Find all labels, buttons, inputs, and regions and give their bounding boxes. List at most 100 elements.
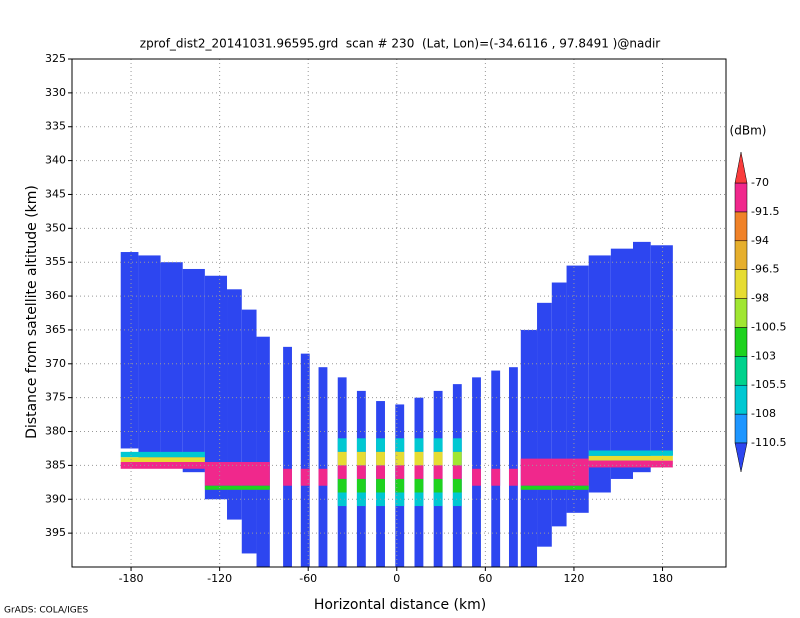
colorbar-box xyxy=(734,182,748,213)
cell xyxy=(414,465,424,479)
cell xyxy=(433,465,443,479)
cell xyxy=(433,478,443,493)
colorbar-box xyxy=(734,269,748,299)
cell xyxy=(414,478,424,493)
cell xyxy=(452,492,462,507)
colorbar-under xyxy=(734,442,748,473)
x-tick-label: -120 xyxy=(207,572,232,585)
x-tick-label: -60 xyxy=(299,572,317,585)
cell xyxy=(376,478,385,493)
colorbar-over xyxy=(734,151,748,184)
cell xyxy=(472,468,481,486)
cells xyxy=(120,241,673,567)
plot-frame xyxy=(71,58,727,568)
x-tick-label: -180 xyxy=(119,572,144,585)
x-axis-label: Horizontal distance (km) xyxy=(314,597,486,613)
cell xyxy=(337,492,347,507)
colorbar-tick-label: -103 xyxy=(751,349,776,362)
cell xyxy=(520,458,589,486)
cell xyxy=(588,450,673,456)
colorbar-tick-label: -110.5 xyxy=(751,436,786,449)
colorbar-tick-label: -98 xyxy=(751,292,769,305)
cell xyxy=(452,465,462,479)
cell xyxy=(414,492,424,507)
cell xyxy=(300,353,310,567)
y-tick-label: 385 xyxy=(45,458,66,471)
cell xyxy=(120,457,205,463)
cell xyxy=(414,451,424,466)
cell xyxy=(318,367,328,567)
cell xyxy=(537,302,552,547)
colorbar-label: (dBm) xyxy=(730,124,767,138)
colorbar-tick-label: -94 xyxy=(751,234,769,247)
colorbar-box xyxy=(734,413,748,444)
x-tick-label: 120 xyxy=(563,572,584,585)
cell xyxy=(256,336,270,567)
cell xyxy=(610,248,633,479)
cell xyxy=(376,438,385,452)
cell xyxy=(160,262,183,466)
cell xyxy=(120,451,205,458)
cell xyxy=(120,462,205,469)
y-tick-label: 375 xyxy=(45,391,66,404)
cell xyxy=(356,492,366,507)
y-tick-label: 330 xyxy=(45,86,66,99)
colorbar-tick-label: -105.5 xyxy=(751,378,786,391)
y-tick-label: 380 xyxy=(45,425,66,438)
colorbar-box xyxy=(734,298,748,328)
footer: GrADS: COLA/IGES xyxy=(4,606,88,616)
colorbar-tick-label: -108 xyxy=(751,407,776,420)
cell xyxy=(395,465,405,479)
colorbar-box xyxy=(734,240,748,270)
x-tick-label: 180 xyxy=(652,572,673,585)
cell xyxy=(337,478,347,493)
cell xyxy=(356,478,366,493)
cell xyxy=(300,468,310,486)
cell xyxy=(650,245,673,456)
cell xyxy=(241,309,257,554)
cell xyxy=(491,468,501,486)
cell xyxy=(433,492,443,507)
y-tick-label: 395 xyxy=(45,526,66,539)
cell xyxy=(520,329,538,567)
colorbar-box xyxy=(734,384,748,415)
cell xyxy=(632,241,651,473)
y-tick-label: 325 xyxy=(45,52,66,65)
cell xyxy=(452,438,462,452)
y-tick-label: 340 xyxy=(45,154,66,167)
cell xyxy=(433,451,443,466)
colorbar-box xyxy=(734,327,748,357)
cell xyxy=(376,451,385,466)
cell xyxy=(433,438,443,452)
y-tick-label: 360 xyxy=(45,289,66,302)
cell xyxy=(414,438,424,452)
colorbar-tick-label: -91.5 xyxy=(751,205,779,218)
cell xyxy=(395,492,405,507)
cell xyxy=(337,465,347,479)
y-tick-label: 350 xyxy=(45,221,66,234)
cell xyxy=(337,438,347,452)
colorbar-tick-label: -100.5 xyxy=(751,320,786,333)
colorbar-box xyxy=(734,211,748,242)
cell xyxy=(395,451,405,466)
cell xyxy=(395,438,405,452)
cell xyxy=(182,268,205,473)
cell xyxy=(395,478,405,493)
cell xyxy=(318,468,328,486)
cell xyxy=(588,455,673,461)
cell xyxy=(356,438,366,452)
y-tick-label: 390 xyxy=(45,492,66,505)
cell xyxy=(283,346,292,567)
y-axis-label: Distance from satellite altitude (km) xyxy=(24,185,40,439)
cell xyxy=(120,252,139,449)
cell xyxy=(508,367,518,567)
cell xyxy=(356,451,366,466)
x-tick-label: 0 xyxy=(393,572,400,585)
colorbar-tick-label: -70 xyxy=(751,176,769,189)
cell xyxy=(508,468,518,486)
cell xyxy=(204,485,270,490)
cell xyxy=(356,465,366,479)
cell xyxy=(376,465,385,479)
cell xyxy=(520,485,589,490)
